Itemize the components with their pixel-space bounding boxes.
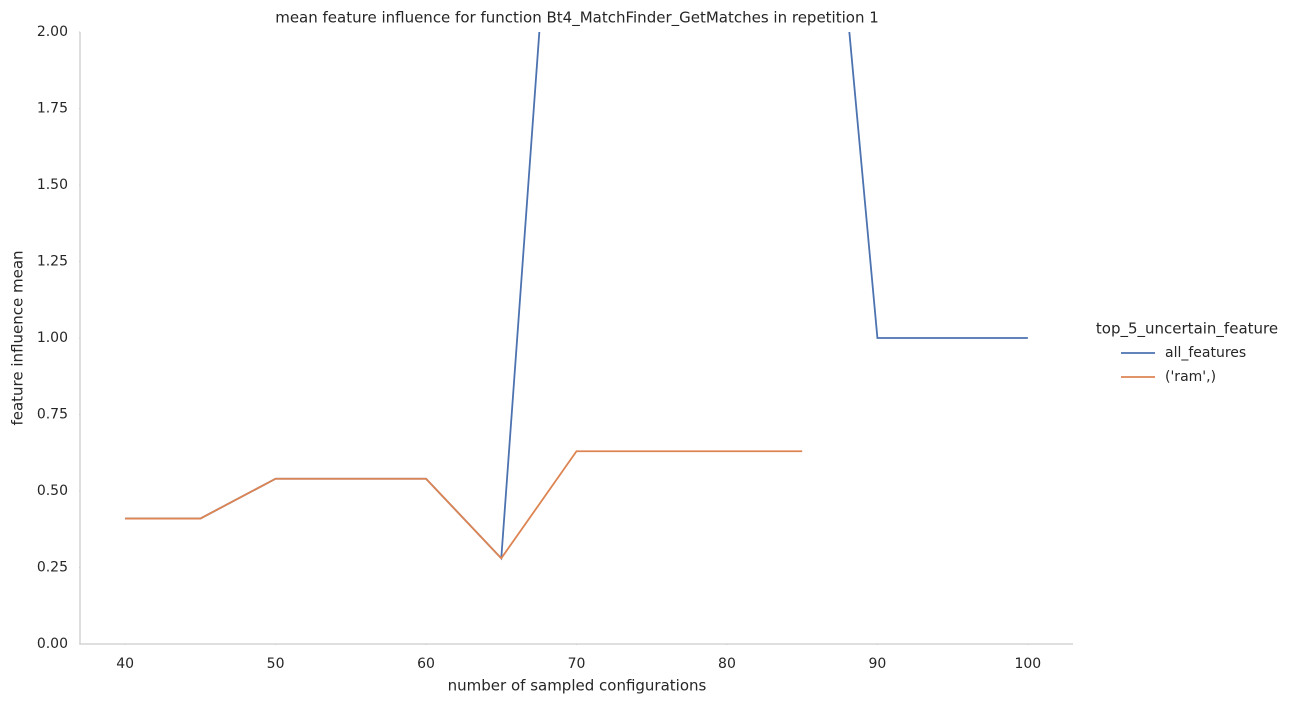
y-tick-label: 0.75 bbox=[37, 407, 68, 423]
x-tick-label: 70 bbox=[568, 656, 586, 672]
y-tick-label: 2.00 bbox=[37, 24, 68, 40]
legend-label: all_features bbox=[1165, 345, 1246, 361]
x-tick-label: 40 bbox=[116, 656, 134, 672]
y-tick-label: 1.25 bbox=[37, 254, 68, 270]
series-line bbox=[125, 450, 803, 560]
legend-title: top_5_uncertain_feature bbox=[1096, 320, 1278, 339]
series-line bbox=[125, 32, 1028, 561]
y-axis-label: feature influence mean bbox=[9, 250, 27, 425]
x-tick-label: 90 bbox=[868, 656, 886, 672]
y-tick-label: 0.25 bbox=[37, 560, 68, 576]
x-tick-label: 60 bbox=[417, 656, 435, 672]
y-tick-label: 0.00 bbox=[37, 636, 68, 652]
y-tick-label: 1.75 bbox=[37, 101, 68, 117]
legend-label: ('ram',) bbox=[1165, 369, 1216, 385]
x-axis-label: number of sampled configurations bbox=[448, 677, 707, 695]
y-tick-label: 1.50 bbox=[37, 177, 68, 193]
y-tick-label: 1.00 bbox=[37, 330, 68, 346]
x-tick-label: 50 bbox=[267, 656, 285, 672]
chart-title: mean feature influence for function Bt4_… bbox=[275, 9, 879, 28]
y-tick-label: 0.50 bbox=[37, 483, 68, 499]
x-tick-label: 100 bbox=[1014, 656, 1041, 672]
x-tick-label: 80 bbox=[718, 656, 736, 672]
